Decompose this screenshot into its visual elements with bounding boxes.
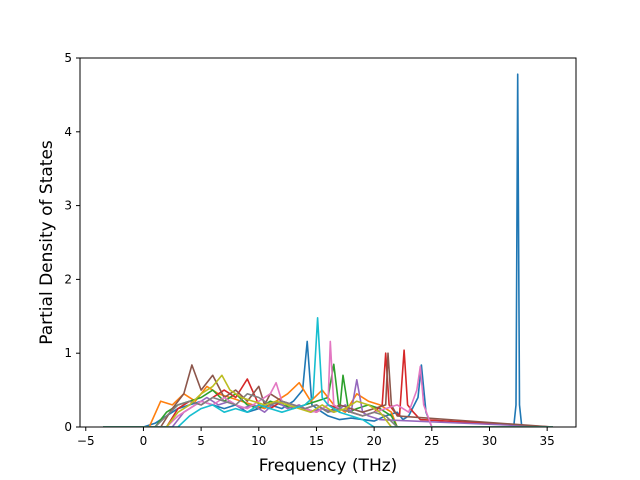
x-tick-label: 15 [309, 434, 324, 448]
x-tick-label: 30 [482, 434, 497, 448]
series-layer [103, 73, 553, 427]
x-tick-label: 20 [366, 434, 381, 448]
y-tick-label: 2 [64, 272, 72, 286]
series-line-1 [103, 73, 553, 427]
y-tick-label: 3 [64, 199, 72, 213]
x-tick-label: 25 [424, 434, 439, 448]
y-tick-label: 5 [64, 51, 72, 65]
x-axis-label: Frequency (THz) [259, 456, 398, 476]
x-tick-label: 5 [197, 434, 205, 448]
y-tick-label: 4 [64, 125, 72, 139]
x-tick-label: 10 [251, 434, 266, 448]
x-axis: −5 0 5 10 15 20 25 30 35 [77, 427, 555, 448]
series-line-8 [103, 392, 553, 427]
y-axis-label: Partial Density of States [37, 140, 57, 345]
y-tick-label: 0 [64, 420, 72, 434]
series-line-5 [103, 378, 553, 427]
plot-frame [79, 57, 577, 428]
x-tick-label: 35 [540, 434, 555, 448]
series-line-10 [103, 316, 553, 427]
y-tick-label: 1 [64, 346, 72, 360]
x-tick-label: −5 [77, 434, 95, 448]
series-line-9 [103, 374, 553, 427]
y-axis: 0 1 2 3 4 5 [64, 51, 80, 434]
x-tick-label: 0 [140, 434, 148, 448]
